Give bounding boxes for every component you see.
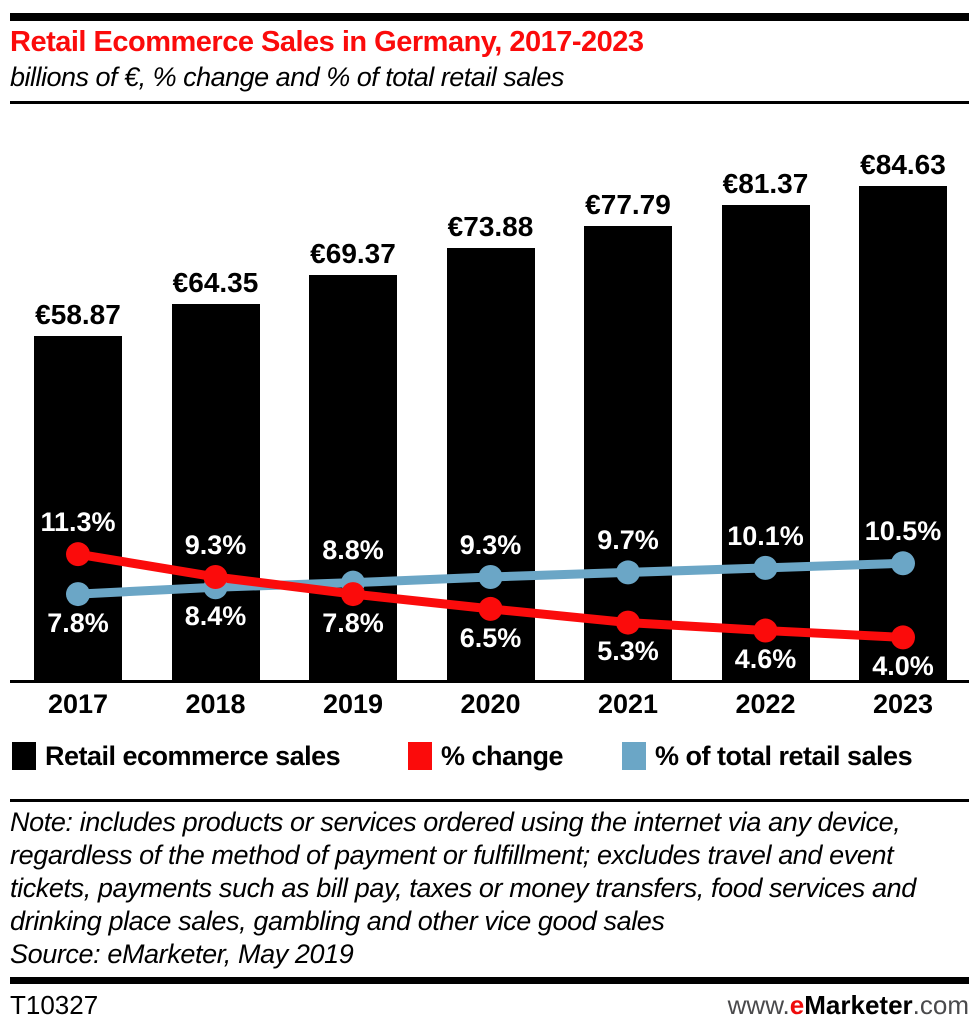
pct-of-total-label: 7.8% — [47, 607, 109, 638]
pct-of-total-dot — [616, 560, 640, 585]
x-axis-label-2017: 2017 — [47, 688, 109, 719]
x-axis-label-2023: 2023 — [872, 688, 934, 719]
legend-label: % change — [441, 740, 564, 771]
x-axis-label-2019: 2019 — [322, 688, 384, 719]
plot-area: €58.87 €64.35 €69.37 €73.88 €77.79 €81.37 €84.… — [10, 109, 969, 683]
pct-change-label: 5.3% — [597, 636, 659, 667]
pct-of-total-label: 8.8% — [322, 535, 384, 566]
pct-of-total-dot — [891, 551, 915, 576]
bar-2018 — [171, 304, 260, 680]
note-text: Note: includes products or services orde… — [10, 806, 916, 936]
legend: Retail ecommerce sales % change % of tot… — [10, 741, 969, 787]
x-axis-label-2020: 2020 — [460, 688, 521, 719]
url-prefix: www. — [727, 989, 790, 1020]
legend-item-pct-change: % change — [408, 740, 564, 772]
x-axis-label-2021: 2021 — [597, 688, 659, 719]
bar-value-label: €64.35 — [172, 267, 259, 299]
pct-change-dot — [891, 625, 915, 650]
note-divider — [10, 798, 969, 802]
pct-change-label: 4.6% — [734, 644, 797, 675]
pct-change-label: 4.0% — [872, 651, 934, 682]
source-text: Source: eMarketer, May 2019 — [10, 938, 354, 969]
header-divider — [10, 100, 969, 104]
bar-value-label: €73.88 — [447, 211, 534, 243]
bar-value-label: €84.63 — [860, 148, 946, 180]
pct-change-label: 9.3% — [184, 529, 247, 560]
chart-title: Retail Ecommerce Sales in Germany, 2017-… — [10, 26, 644, 58]
footer-rule — [10, 976, 969, 984]
pct-change-dot — [341, 581, 365, 606]
black-swatch-icon — [12, 742, 36, 771]
x-axis-label-2022: 2022 — [735, 688, 796, 719]
chart-subtitle: billions of €, % change and % of total r… — [10, 62, 564, 93]
legend-label: Retail ecommerce sales — [45, 740, 341, 771]
legend-label: % of total retail sales — [655, 740, 913, 771]
url-suffix: .com — [912, 989, 969, 1020]
chart-page: Retail Ecommerce Sales in Germany, 2017-… — [0, 13, 979, 1021]
pct-change-dot — [478, 596, 503, 621]
bar-2021 — [584, 225, 672, 680]
bar-2022 — [721, 204, 810, 680]
blue-swatch-icon — [622, 742, 646, 771]
bar-2019 — [309, 274, 397, 680]
pct-of-total-dot — [478, 564, 503, 589]
emarketer-url: www.eMarketer.com — [728, 990, 969, 1021]
brand-e: e — [789, 989, 805, 1020]
pct-change-dot — [203, 564, 228, 589]
x-axis-label-2018: 2018 — [185, 688, 246, 719]
note-block: Note: includes products or services orde… — [10, 806, 969, 971]
pct-of-total-label: 10.1% — [727, 520, 804, 551]
pct-of-total-label: 10.5% — [864, 516, 942, 547]
pct-change-label: 11.3% — [40, 506, 116, 537]
pct-of-total-dot — [66, 581, 90, 606]
bar-value-label: €77.79 — [585, 188, 671, 220]
legend-item-pct-of-total-retail-sales: % of total retail sales — [622, 740, 913, 772]
bar-2017 — [34, 336, 122, 680]
pct-change-dot — [616, 610, 640, 635]
footer: T10327 www.eMarketer.com — [10, 984, 969, 1021]
pct-of-total-label: 9.3% — [459, 529, 522, 560]
bar-value-label: €81.37 — [722, 167, 809, 199]
brand-marketer: Marketer — [804, 989, 913, 1020]
pct-of-total-dot — [753, 555, 778, 580]
pct-change-dot — [66, 541, 90, 566]
red-swatch-icon — [408, 742, 432, 771]
bar-value-label: €69.37 — [310, 237, 396, 269]
pct-change-label: 6.5% — [459, 622, 522, 653]
bar-value-label: €58.87 — [35, 299, 121, 331]
top-rule — [10, 13, 969, 21]
legend-item-retail-ecommerce-sales: Retail ecommerce sales — [12, 740, 341, 772]
pct-of-total-label: 8.4% — [184, 600, 247, 631]
chart-id: T10327 — [10, 989, 99, 1020]
pct-change-label: 7.8% — [322, 607, 384, 638]
x-axis: 2017 2018 2019 2020 2021 2022 2023 — [10, 683, 969, 721]
pct-change-dot — [753, 618, 778, 643]
pct-of-total-label: 9.7% — [597, 525, 659, 556]
line-series-layer — [66, 541, 915, 650]
bar-2023 — [859, 185, 947, 680]
